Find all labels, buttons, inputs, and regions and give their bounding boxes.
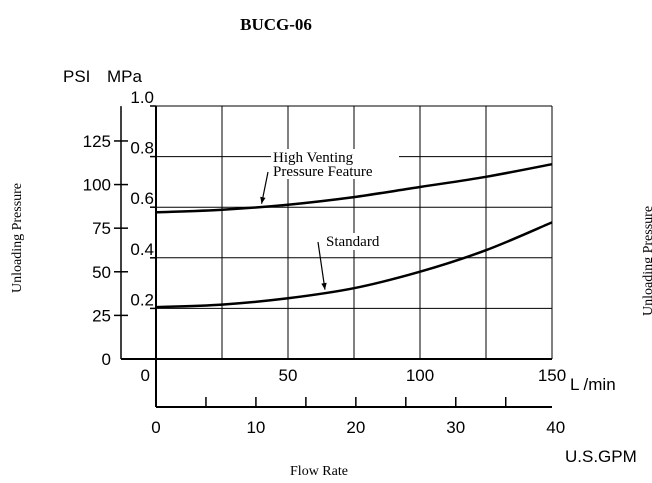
gpm-tick-label: 10: [246, 418, 265, 437]
gpm-tick-label: 0: [151, 418, 160, 437]
psi-tick-label: 50: [92, 263, 111, 282]
mpa-tick-label: 1.0: [130, 88, 154, 107]
series-annotation-label: Pressure Feature: [273, 164, 373, 180]
annotation-leader: [317, 241, 326, 290]
lmin-tick-label: 100: [406, 366, 434, 385]
psi-tick-label: 125: [83, 132, 111, 151]
chart-title: BUCG-06: [240, 15, 312, 34]
annotation-label-background: [324, 233, 394, 250]
annotation-arrowhead: [321, 282, 327, 290]
gpm-unit-label: U.S.GPM: [565, 447, 637, 466]
psi-tick-label: 100: [83, 176, 111, 195]
lmin-unit-label: L /min: [570, 375, 616, 394]
series-annotation-label: High Venting: [273, 150, 354, 166]
psi-tick-label: 0: [102, 350, 111, 369]
psi-tick-label: 75: [92, 219, 111, 238]
annotation-arrowhead: [260, 196, 266, 204]
psi-tick-label: 25: [92, 306, 111, 325]
lmin-tick-label: 150: [538, 366, 566, 385]
gpm-tick-label: 30: [446, 418, 465, 437]
mpa-tick-label: 0.8: [130, 139, 154, 158]
psi-unit-label: PSI: [63, 67, 90, 86]
gpm-tick-label: 20: [346, 418, 365, 437]
lmin-tick-label: 50: [279, 366, 298, 385]
gpm-tick-label: 40: [546, 418, 565, 437]
y-axis-label-right-cut: Unloading Pressure: [641, 206, 652, 316]
mpa-tick-label: 0.4: [130, 240, 154, 259]
lmin-tick-label: 0: [141, 366, 150, 385]
plot-layer: 0 25 50 75 100 125 0.2 0.4 0.6 0.8 1.0 0 50 100 150 0 10…: [83, 88, 567, 437]
series-line-high-venting: [155, 162, 553, 214]
mpa-unit-label: MPa: [107, 67, 143, 86]
series-line-standard: [155, 221, 553, 309]
x-axis-label: Flow Rate: [290, 464, 348, 479]
annotation-label-background: [271, 149, 399, 179]
y-axis-label: Unloading Pressure: [10, 183, 25, 293]
mpa-tick-label: 0.6: [130, 189, 154, 208]
series-annotation-label: Standard: [326, 234, 380, 250]
mpa-tick-label: 0.2: [130, 290, 154, 309]
